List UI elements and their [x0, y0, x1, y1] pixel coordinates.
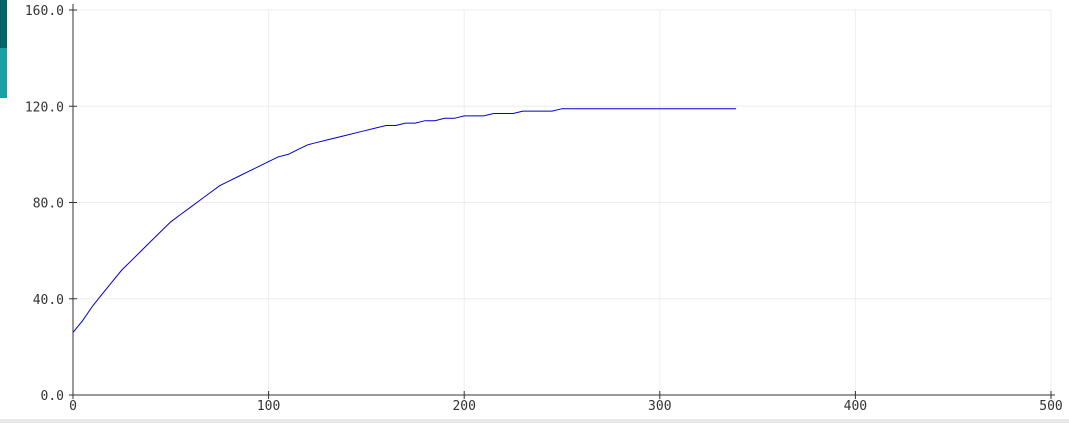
- x-tick-label: 0: [69, 399, 77, 414]
- bottom-scrollbar-track: [0, 419, 1069, 423]
- sidebar-strip-dark: [0, 0, 7, 48]
- y-tick-label: 0.0: [41, 389, 64, 404]
- grid: [73, 9, 1052, 395]
- y-tick-label: 160.0: [25, 4, 64, 19]
- y-tick-label: 120.0: [25, 100, 64, 115]
- sidebar-strip-light: [0, 48, 7, 98]
- x-tick-label: 400: [844, 399, 867, 414]
- y-ticks: 0.0 40.0 80.0 120.0 160.0: [25, 4, 77, 404]
- y-tick-label: 80.0: [33, 197, 64, 212]
- x-tick-label: 500: [1039, 399, 1062, 414]
- x-tick-label: 100: [257, 399, 280, 414]
- x-tick-label: 200: [452, 399, 475, 414]
- series: [72, 108, 737, 333]
- x-ticks: 0 100 200 300 400 500: [69, 391, 1063, 414]
- series-line-0: [72, 108, 737, 333]
- axes: [72, 4, 1055, 396]
- y-tick-label: 40.0: [33, 293, 64, 308]
- left-sidebar-strip: [0, 0, 7, 98]
- x-tick-label: 300: [648, 399, 671, 414]
